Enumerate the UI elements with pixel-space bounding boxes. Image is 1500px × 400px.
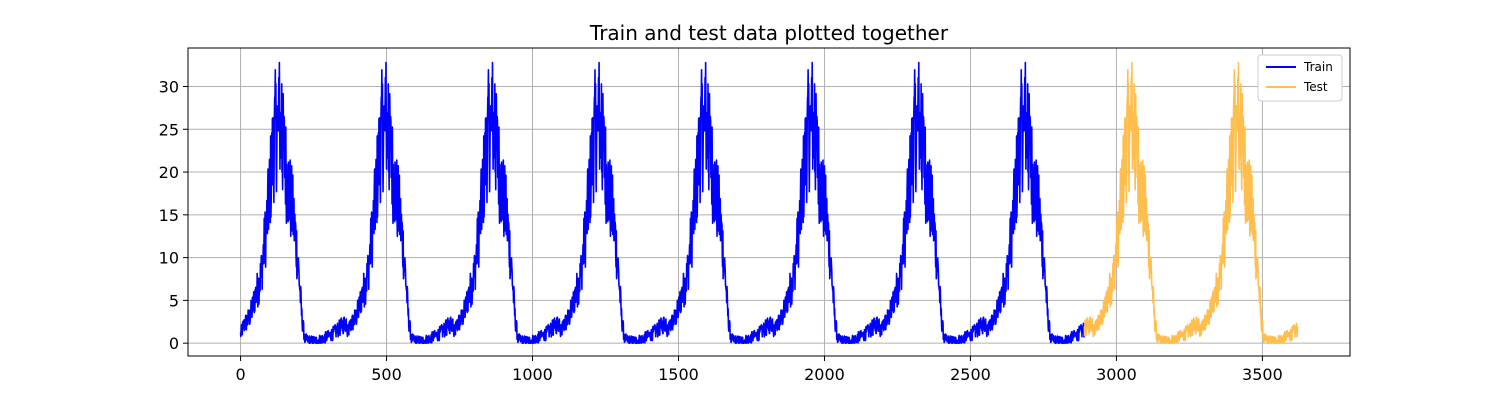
x-tick-label: 500	[371, 365, 402, 384]
y-tick-label: 20	[159, 163, 179, 182]
chart-title: Train and test data plotted together	[589, 21, 949, 45]
legend: Train Test	[1257, 54, 1343, 102]
x-tick-label: 0	[235, 365, 245, 384]
y-axis: 0 5 10 15 20 25 30	[159, 78, 188, 353]
x-tick-label: 3500	[1242, 365, 1283, 384]
x-axis: 0 500 1000 1500 2000 2500 3000 3500	[235, 356, 1283, 384]
series-line-test	[1083, 61, 1299, 344]
plot-frame	[187, 47, 1351, 357]
series-line-train	[239, 61, 1086, 344]
y-tick-label: 30	[159, 78, 179, 97]
x-tick-label: 3000	[1096, 365, 1137, 384]
legend-label-test: Test	[1303, 80, 1328, 94]
x-tick-label: 1000	[512, 365, 553, 384]
plot-area	[188, 48, 1350, 356]
y-tick-label: 25	[159, 120, 179, 139]
x-tick-label: 2500	[950, 365, 991, 384]
legend-label-train: Train	[1303, 60, 1333, 74]
y-tick-label: 0	[169, 334, 179, 353]
y-tick-label: 5	[169, 291, 179, 310]
series-lines	[239, 61, 1299, 344]
y-tick-label: 10	[159, 249, 179, 268]
x-tick-label: 2000	[804, 365, 845, 384]
y-tick-label: 15	[159, 206, 179, 225]
x-tick-label: 1500	[658, 365, 699, 384]
